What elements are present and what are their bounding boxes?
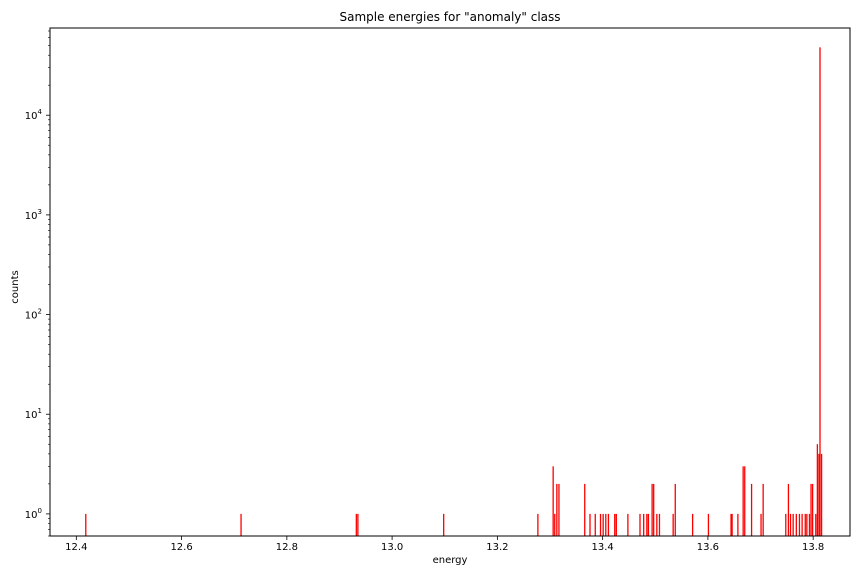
- bar: [594, 513, 596, 536]
- bar: [810, 483, 812, 536]
- plot-frame: [49, 27, 851, 537]
- bar: [760, 513, 762, 536]
- x-tick-label: 13.2: [486, 542, 508, 553]
- bar: [554, 513, 556, 536]
- chart-title: Sample energies for "anomaly" class: [339, 10, 560, 24]
- bar: [646, 513, 648, 536]
- bar: [811, 483, 814, 536]
- x-tick-label: 12.4: [65, 542, 87, 553]
- bar: [627, 513, 629, 536]
- y-tick-label: 103: [25, 208, 42, 222]
- bar: [552, 466, 554, 536]
- bar: [639, 513, 641, 536]
- bar: [651, 483, 653, 536]
- bar: [584, 483, 586, 536]
- bar: [707, 513, 710, 536]
- bar: [614, 513, 616, 536]
- bar: [787, 483, 790, 536]
- bar: [730, 513, 732, 536]
- bar: [558, 483, 560, 536]
- bar: [85, 513, 87, 536]
- bar: [443, 513, 445, 536]
- bar: [357, 513, 359, 536]
- bar: [647, 513, 650, 536]
- bar: [607, 513, 610, 536]
- bar: [795, 513, 797, 536]
- bar: [691, 513, 694, 536]
- bar: [656, 513, 658, 536]
- bar: [808, 513, 811, 536]
- bar: [355, 513, 357, 536]
- bar: [816, 444, 819, 536]
- bar: [605, 513, 607, 536]
- y-tick-label: 104: [25, 108, 43, 122]
- x-tick-label: 12.8: [276, 542, 298, 553]
- bar: [744, 466, 746, 536]
- bar: [643, 513, 645, 536]
- bar: [589, 513, 591, 536]
- x-tick-label: 13.6: [697, 542, 719, 553]
- bar: [792, 513, 794, 536]
- x-tick-label: 13.8: [802, 542, 824, 553]
- bar: [599, 513, 602, 536]
- bar: [820, 453, 823, 536]
- y-tick-label: 100: [25, 507, 42, 521]
- bar: [615, 513, 617, 536]
- y-ticks-group: 100 101 102 103 104: [25, 30, 50, 537]
- bar: [819, 47, 821, 536]
- bar: [804, 513, 806, 536]
- bar: [737, 513, 739, 536]
- x-tick-label: 12.6: [170, 542, 192, 553]
- y-tick-label: 102: [25, 308, 42, 322]
- x-tick-label: 13.4: [591, 542, 613, 553]
- bar: [742, 466, 744, 536]
- bar: [785, 513, 787, 536]
- bar: [658, 513, 661, 536]
- bar: [789, 513, 792, 536]
- bar: [798, 513, 801, 536]
- y-axis-label: counts: [10, 270, 21, 303]
- bar: [674, 483, 676, 536]
- bar: [815, 513, 817, 536]
- bar: [750, 483, 753, 536]
- x-tick-label: 13.0: [381, 542, 403, 553]
- bars-group: [85, 47, 823, 536]
- bar: [672, 513, 674, 536]
- bar: [801, 513, 803, 536]
- bar: [602, 513, 604, 536]
- bar: [762, 483, 764, 536]
- bar: [731, 513, 733, 536]
- bar: [653, 483, 655, 536]
- bar: [537, 513, 539, 536]
- x-axis-label: energy: [433, 555, 468, 566]
- y-tick-label: 101: [25, 407, 42, 421]
- bar: [240, 513, 242, 536]
- bar: [806, 513, 808, 536]
- x-ticks-group: 12.4 12.6 12.8 13.0 13.2 13.4 13.6 13.8: [65, 536, 824, 553]
- bar: [818, 453, 820, 536]
- bar: [556, 483, 558, 536]
